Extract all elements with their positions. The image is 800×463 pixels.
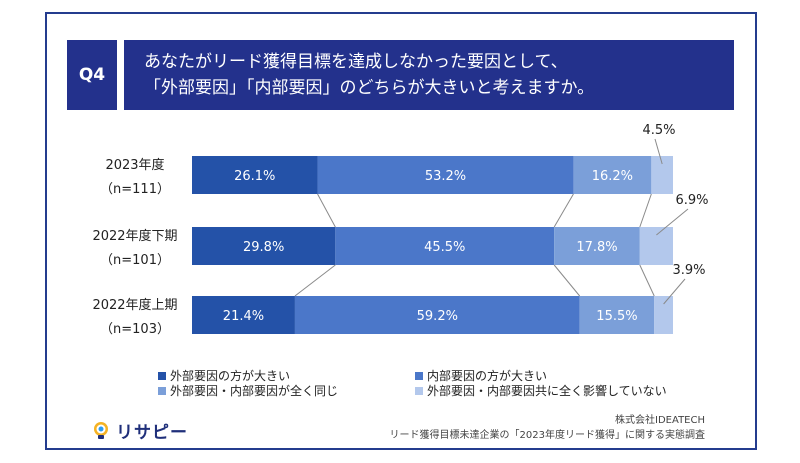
- connector-line: [553, 264, 581, 297]
- legend-swatch: [415, 386, 423, 395]
- legend-label: 外部要因・内部要因が全く同じ: [170, 384, 339, 398]
- data-label: 45.5%: [424, 240, 465, 255]
- legend-label: 内部要因の方が大きい: [427, 369, 548, 383]
- bar-segment: [335, 227, 555, 265]
- bar-segment: [317, 156, 574, 194]
- bar-segment: [573, 156, 652, 194]
- bar-segment: [294, 296, 580, 334]
- data-label: 21.4%: [223, 309, 264, 324]
- data-label: 17.8%: [576, 240, 617, 255]
- bar-segment: [192, 296, 295, 334]
- legend-swatch: [158, 386, 166, 395]
- category-label: 2022年度下期: [92, 228, 177, 244]
- bar-segment: [654, 296, 673, 334]
- legend-item-same: 外部要因・内部要因が全く同じ: [158, 382, 338, 399]
- connector-line: [317, 193, 336, 228]
- survey-title: リード獲得目標未達企業の「2023年度リード獲得」に関する実態調査: [389, 430, 705, 441]
- bar-segment: [554, 227, 640, 265]
- question-line-2: 「外部要因」「内部要因」のどちらが大きいと考えますか。: [144, 78, 595, 98]
- data-label-outside: 4.5%: [642, 123, 675, 138]
- category-n-label: （n=111）: [100, 182, 170, 197]
- data-label: 15.5%: [596, 309, 637, 324]
- connector-line: [639, 264, 655, 297]
- legend-item-internal: 内部要因の方が大きい: [415, 367, 547, 384]
- legend-swatch: [158, 371, 166, 380]
- legend-item-none: 外部要因・内部要因共に全く影響していない: [415, 382, 667, 399]
- leader-line: [654, 138, 663, 165]
- question-banner: あなたがリード獲得目標を達成しなかった要因として、 「外部要因」「内部要因」のど…: [124, 40, 734, 110]
- bar-segment: [192, 156, 318, 194]
- brand-name: リサピー: [116, 423, 188, 443]
- bar-segment: [639, 227, 673, 265]
- category-n-label: （n=103）: [100, 322, 170, 337]
- bar-segment: [192, 227, 336, 265]
- data-label: 59.2%: [417, 309, 458, 324]
- data-label: 53.2%: [425, 169, 466, 184]
- legend-swatch: [415, 371, 423, 380]
- lightbulb-icon: [94, 421, 108, 439]
- question-line-1: あなたがリード獲得目標を達成しなかった要因として、: [144, 52, 568, 72]
- data-label-outside: 3.9%: [672, 263, 705, 278]
- category-label: 2023年度: [105, 157, 164, 173]
- connector-line: [639, 193, 652, 228]
- connector-line: [553, 193, 574, 228]
- data-label: 29.8%: [243, 240, 284, 255]
- legend-item-external: 外部要因の方が大きい: [158, 367, 290, 384]
- source-footer: 株式会社IDEATECH リード獲得目標未達企業の「2023年度リード獲得」に関…: [390, 413, 705, 443]
- bar-segment: [651, 156, 673, 194]
- connector-line: [294, 264, 336, 297]
- data-label: 16.2%: [592, 169, 633, 184]
- data-label: 26.1%: [234, 169, 275, 184]
- legend-label: 外部要因・内部要因共に全く影響していない: [427, 384, 667, 398]
- data-label-outside: 6.9%: [675, 193, 708, 208]
- category-n-label: （n=101）: [100, 253, 170, 268]
- question-number-badge: Q4: [67, 40, 117, 110]
- company-name: 株式会社IDEATECH: [615, 415, 705, 426]
- bar-segment: [579, 296, 655, 334]
- legend-label: 外部要因の方が大きい: [170, 369, 291, 383]
- brand-logo: リサピー: [90, 418, 188, 443]
- leader-line: [656, 208, 689, 236]
- leader-line: [663, 278, 686, 305]
- category-label: 2022年度上期: [92, 297, 177, 313]
